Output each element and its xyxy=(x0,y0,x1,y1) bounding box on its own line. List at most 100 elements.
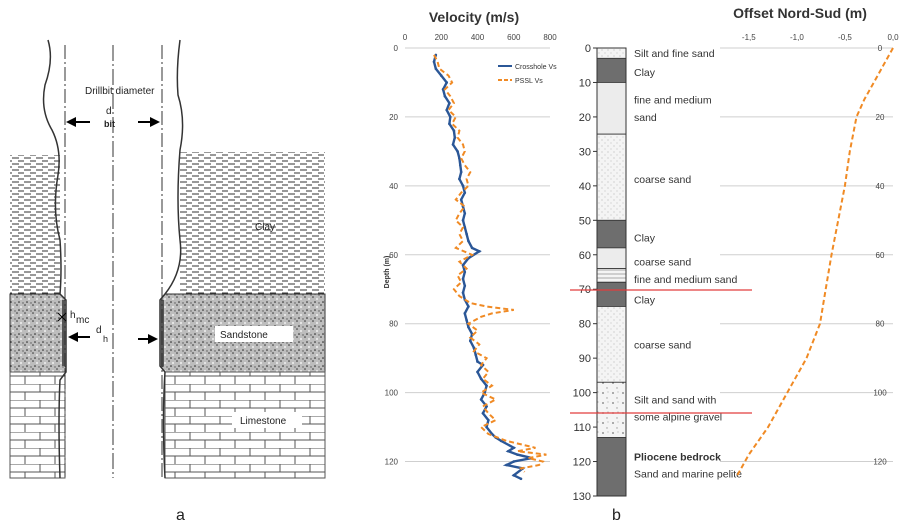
offset-x-tick-label: 0,0 xyxy=(887,33,899,42)
offset-y-tick-label: 20 xyxy=(876,113,885,122)
lithology-depth-label: 130 xyxy=(573,491,591,503)
legend-label: PSSL Vs xyxy=(515,78,543,85)
velocity-x-tick-label: 600 xyxy=(507,33,521,42)
crosshole-point xyxy=(507,449,510,453)
lithology-frame xyxy=(596,47,627,497)
crosshole-point xyxy=(463,312,467,315)
lithology-depth-label: 60 xyxy=(579,250,591,262)
caption-b: b xyxy=(612,507,621,524)
crosshole-point xyxy=(456,150,459,153)
crosshole-point xyxy=(478,250,481,253)
lithology-layer xyxy=(596,268,627,283)
velocity-y-tick-label: 100 xyxy=(385,389,399,398)
offset-y-tick-label: 40 xyxy=(876,182,885,191)
crosshole-point xyxy=(487,418,490,422)
crosshole-point xyxy=(461,277,465,281)
velocity-y-tick-label: 80 xyxy=(389,320,398,329)
crosshole-point xyxy=(461,291,465,294)
crosshole-point xyxy=(463,191,467,195)
crosshole-point xyxy=(432,60,436,64)
crosshole-point xyxy=(448,122,451,126)
lithology-label: Clay xyxy=(634,233,656,245)
crosshole-point xyxy=(463,225,467,229)
velocity-x-tick-label: 800 xyxy=(543,33,557,42)
crosshole-point xyxy=(458,156,461,160)
lithology-depth-label: 0 xyxy=(585,43,591,55)
crosshole-point xyxy=(465,318,468,322)
lithology-depth-label: 80 xyxy=(579,319,591,331)
crosshole-point xyxy=(467,239,470,243)
velocity-y-tick-label: 40 xyxy=(389,182,398,191)
crosshole-point xyxy=(461,219,465,222)
crosshole-point xyxy=(479,377,483,381)
lithology-label: fine and medium sand xyxy=(634,274,737,286)
lithology-label: fine and medium xyxy=(634,95,712,107)
lithology-label: sand xyxy=(634,112,657,124)
lithology-layer xyxy=(596,437,627,497)
offset-y-tick-label: 120 xyxy=(873,458,887,467)
label-hmc: h xyxy=(70,310,76,321)
velocity-legend: Crosshole Vs PSSL Vs xyxy=(498,64,557,85)
offset-y-tick-label: 80 xyxy=(876,320,885,329)
lithology-depth-label: 90 xyxy=(579,353,591,365)
clay-right-layer xyxy=(180,152,325,294)
lithology-layer xyxy=(596,133,627,221)
velocity-x-tick-label: 200 xyxy=(435,33,449,42)
offset-series xyxy=(736,47,894,476)
crosshole-point xyxy=(505,463,508,467)
limestone-left-layer xyxy=(9,371,66,479)
label-limestone: Limestone xyxy=(240,416,287,427)
caption-a: a xyxy=(176,507,185,524)
crosshole-point xyxy=(458,177,461,181)
velocity-y-tick-label: 120 xyxy=(385,458,399,467)
lithology-label: coarse sand xyxy=(634,257,691,269)
offset-grid xyxy=(720,47,893,463)
borehole-wall-left xyxy=(42,39,67,479)
series-line-crosshole-vs xyxy=(432,54,533,480)
crosshole-point xyxy=(516,453,519,456)
velocity-x-tick-label: 400 xyxy=(471,33,485,42)
offset-series-line xyxy=(736,47,894,476)
lithology-label: Silt and fine sand xyxy=(634,48,715,60)
lithology-layer xyxy=(596,247,627,269)
limestone-label-bg xyxy=(232,412,302,428)
crosshole-point xyxy=(479,398,483,401)
velocity-ylabel: Depth (m) xyxy=(384,256,391,289)
crosshole-point xyxy=(439,74,443,77)
crosshole-point xyxy=(445,108,448,112)
crosshole-point xyxy=(519,477,523,481)
offset-x-tick-label: -1,5 xyxy=(742,33,756,42)
crosshole-point xyxy=(485,384,488,388)
sandstone-label-bg xyxy=(215,326,293,342)
crosshole-point xyxy=(512,474,516,477)
sandstone-left-layer xyxy=(9,293,67,373)
borehole-sketch: Drillbit diameter d bit Clay h mc d h Sa… xyxy=(9,39,326,524)
velocity-tick-labels: 0 20 40 60 80 100 120 0 200 400 600 800 xyxy=(385,33,558,467)
offset-chart: Offset Nord-Sud (m) 0 20 40 60 80 100 120 -1,5 -… xyxy=(720,5,899,476)
lithology-depth-label: 20 xyxy=(579,112,591,124)
series-line-pssl-vs xyxy=(433,54,547,473)
offset-tick-labels: 0 20 40 60 80 100 120 -1,5 -1,0 -0,5 0,0 xyxy=(742,33,899,467)
crosshole-point xyxy=(476,370,479,374)
dh-arrowhead-right xyxy=(148,334,158,344)
crosshole-point xyxy=(463,284,467,288)
label-clay: Clay xyxy=(255,222,275,233)
crosshole-point xyxy=(459,198,463,201)
lithology-label: Sand and marine pelite xyxy=(634,469,742,481)
crosshole-point xyxy=(448,101,451,105)
dbit-arrowhead-right xyxy=(150,117,160,127)
label-drillbit-diameter: Drillbit diameter xyxy=(85,86,155,97)
label-hmc-sub: mc xyxy=(76,315,89,326)
crosshole-point xyxy=(463,270,467,274)
crosshole-point xyxy=(459,170,463,174)
crosshole-point xyxy=(470,246,474,250)
velocity-y-tick-label: 60 xyxy=(389,251,398,260)
panel-b: Velocity (m/s) Depth (m) 020406080100120… xyxy=(384,5,899,524)
clay-left-layer xyxy=(10,155,60,294)
velocity-series xyxy=(432,53,547,481)
lithology-label: coarse sand xyxy=(634,339,691,351)
crosshole-point xyxy=(476,360,479,363)
